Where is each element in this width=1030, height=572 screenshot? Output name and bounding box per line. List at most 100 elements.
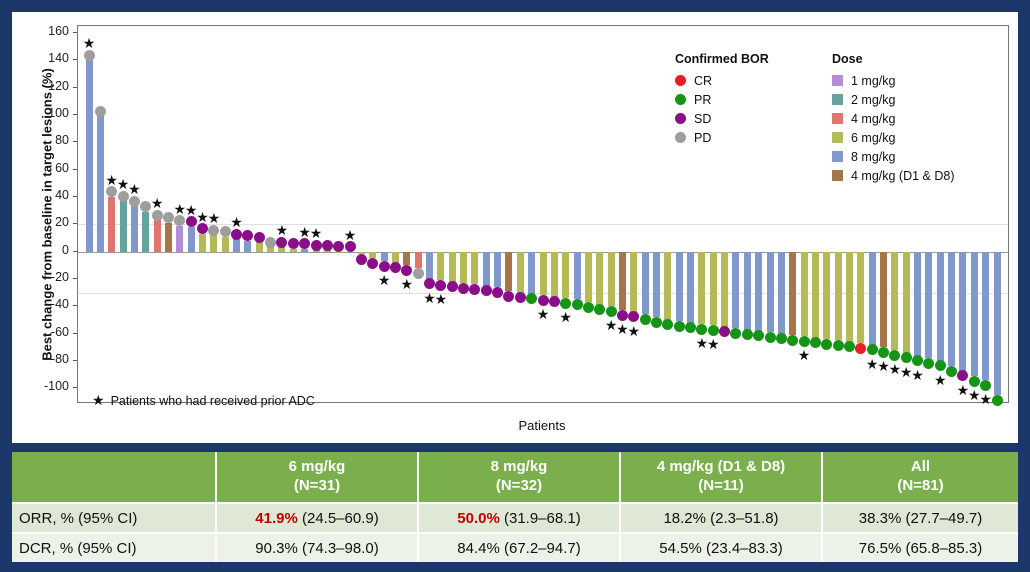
waterfall-bar bbox=[153, 220, 161, 252]
table-header-6mgkg: 6 mg/kg (N=31) bbox=[217, 452, 417, 502]
y-tick-label: 40 bbox=[55, 187, 69, 202]
table-header-empty bbox=[12, 452, 215, 502]
waterfall-bar bbox=[800, 251, 808, 337]
bor-dot-pr bbox=[582, 301, 594, 313]
y-tick-label: 0 bbox=[62, 242, 69, 257]
dcr-row-label: DCR, % (95% CI) bbox=[12, 534, 215, 562]
waterfall-bar bbox=[664, 251, 672, 320]
orr-all-value: 38.3% (27.7–49.7) bbox=[823, 504, 1018, 532]
dose-swatch-icon bbox=[832, 151, 843, 162]
bor-dot-sd bbox=[719, 326, 731, 338]
waterfall-bar bbox=[936, 251, 944, 361]
bor-dot-pr bbox=[753, 330, 765, 342]
waterfall-bar bbox=[187, 226, 195, 252]
legend-label: CR bbox=[694, 73, 713, 88]
waterfall-bar bbox=[494, 251, 502, 288]
prior-adc-star: ★ bbox=[933, 371, 947, 388]
waterfall-bar bbox=[845, 251, 853, 342]
orr-6mgkg-value: 41.9% (24.5–60.9) bbox=[217, 504, 417, 532]
prior-adc-star: ★ bbox=[116, 176, 130, 192]
y-tick-mark bbox=[73, 31, 77, 33]
bor-dot-pr bbox=[798, 335, 810, 347]
waterfall-bar bbox=[448, 251, 456, 282]
legend-dose-item-4-mg-kg: 4 mg/kg bbox=[832, 109, 955, 128]
bor-dot-sd bbox=[242, 230, 254, 242]
prior-adc-star: ★ bbox=[230, 214, 243, 231]
bor-dot-pr bbox=[946, 365, 958, 377]
y-tick-label: 80 bbox=[55, 133, 69, 148]
bor-dot-pr bbox=[639, 313, 651, 325]
waterfall-bar bbox=[687, 251, 695, 323]
waterfall-bar bbox=[811, 251, 819, 338]
waterfall-bar bbox=[584, 251, 592, 303]
prior-adc-star: ★ bbox=[888, 361, 902, 378]
prior-adc-star: ★ bbox=[196, 208, 209, 225]
legend-dose-item-8-mg-kg: 8 mg/kg bbox=[832, 147, 955, 166]
bor-dot-pd bbox=[106, 186, 118, 198]
bor-dot-pr bbox=[934, 360, 946, 372]
y-tick-mark bbox=[73, 359, 77, 361]
legend-confirmed-bor: Confirmed BOR CR PR SD PD bbox=[675, 52, 769, 147]
y-tick-label: -40 bbox=[50, 297, 69, 312]
bor-dot-sd bbox=[480, 285, 492, 297]
waterfall-bar bbox=[596, 251, 604, 305]
pr-dot-icon bbox=[675, 94, 686, 105]
table-header-8mgkg: 8 mg/kg (N=32) bbox=[419, 452, 619, 502]
waterfall-bar bbox=[528, 251, 536, 294]
prior-adc-star: ★ bbox=[616, 321, 629, 338]
bor-dot-sd bbox=[276, 236, 288, 248]
waterfall-bar bbox=[199, 233, 206, 252]
waterfall-bar bbox=[130, 206, 138, 252]
bor-dot-sd bbox=[492, 286, 504, 298]
waterfall-bar bbox=[959, 251, 967, 371]
legend-label: PD bbox=[694, 130, 712, 145]
bor-dot-sd bbox=[231, 228, 243, 240]
orr-8mgkg-value: 50.0% (31.9–68.1) bbox=[419, 504, 619, 532]
bor-dot-pd bbox=[128, 195, 140, 207]
orr-row-label: ORR, % (95% CI) bbox=[12, 504, 215, 532]
reference-line bbox=[78, 224, 1008, 226]
bor-dot-pr bbox=[900, 352, 912, 364]
legend-bor-item-pr: PR bbox=[675, 90, 769, 109]
bor-dot-pr bbox=[764, 331, 776, 343]
waterfall-bar bbox=[823, 251, 831, 340]
waterfall-bar bbox=[675, 251, 683, 322]
prior-adc-star: ★ bbox=[400, 276, 414, 293]
bor-dot-sd bbox=[389, 262, 401, 274]
legend-label: 6 mg/kg bbox=[851, 130, 896, 145]
prior-adc-star: ★ bbox=[423, 289, 436, 306]
legend-dose: Dose 1 mg/kg 2 mg/kg 4 mg/kg 6 mg/kg 8 mg/kg… bbox=[832, 52, 955, 185]
bor-dot-sd bbox=[367, 257, 379, 269]
waterfall-bar bbox=[403, 251, 411, 266]
waterfall-bar bbox=[618, 251, 626, 311]
bor-dot-sd bbox=[616, 309, 628, 321]
legend-bor-title: Confirmed BOR bbox=[675, 52, 769, 66]
waterfall-bar bbox=[653, 251, 660, 318]
dcr-6mgkg-value: 90.3% (74.3–98.0) bbox=[217, 534, 417, 562]
prior-adc-star: ★ bbox=[911, 366, 924, 383]
bor-dot-pr bbox=[832, 339, 844, 351]
waterfall-bar bbox=[505, 251, 513, 292]
waterfall-chart-panel: Best change from baseline in target lesi… bbox=[12, 12, 1018, 443]
legend-dose-item-6-mg-kg: 6 mg/kg bbox=[832, 128, 955, 147]
bor-dot-pd bbox=[208, 224, 220, 236]
bor-dot-pr bbox=[912, 355, 924, 366]
waterfall-bar bbox=[267, 247, 275, 252]
bor-dot-pr bbox=[980, 379, 992, 391]
orr-4mgkg-d1d8-value: 18.2% (2.3–51.8) bbox=[621, 504, 821, 532]
y-tick-mark bbox=[73, 223, 77, 225]
y-tick-mark bbox=[73, 305, 77, 307]
bor-dot-sd bbox=[287, 238, 299, 250]
waterfall-bar bbox=[278, 247, 286, 252]
dose-swatch-icon bbox=[832, 170, 843, 181]
dose-swatch-icon bbox=[832, 94, 843, 105]
prior-adc-star: ★ bbox=[604, 317, 618, 334]
bor-dot-sd bbox=[185, 216, 197, 228]
prior-adc-star: ★ bbox=[434, 291, 448, 308]
bor-dot-sd bbox=[401, 264, 413, 276]
bor-dot-sd bbox=[355, 253, 367, 265]
waterfall-bar bbox=[709, 251, 717, 326]
y-tick-mark bbox=[73, 332, 77, 334]
waterfall-bar bbox=[562, 251, 570, 299]
waterfall-bar bbox=[164, 222, 172, 252]
